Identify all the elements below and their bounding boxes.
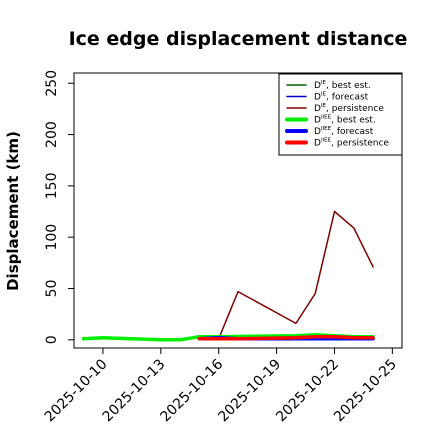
series-line-5	[197, 334, 375, 341]
y-tick-label: 0	[44, 335, 60, 344]
y-tick-label: 250	[44, 70, 60, 97]
legend-entry: DIE, persistence	[314, 103, 384, 114]
legend-entry: DIE, best est.	[314, 80, 371, 91]
y-tick-label: 100	[44, 224, 60, 251]
y-tick-label: 200	[44, 121, 60, 148]
y-axis: 0 50 100 150 200 250	[44, 70, 74, 344]
y-tick-label: 150	[44, 173, 60, 200]
y-axis-label: Displacement (km)	[4, 131, 22, 291]
chart-title: Ice edge displacement distance	[69, 28, 408, 50]
series-layer	[81, 210, 375, 342]
series-line-2	[198, 210, 374, 340]
legend-entry: DIIEE, forecast	[314, 126, 374, 137]
x-axis: 2025-10-102025-10-132025-10-162025-10-19…	[42, 348, 400, 425]
legend-entry: DIE, forecast	[314, 92, 369, 103]
y-tick-label: 50	[44, 280, 60, 298]
legend-entry: DIIEE, best est.	[314, 115, 376, 126]
x-tick-label: 2025-10-25	[331, 356, 400, 425]
legend-entry: DIIEE, persistence	[314, 138, 389, 149]
plot-frame	[73, 72, 403, 349]
